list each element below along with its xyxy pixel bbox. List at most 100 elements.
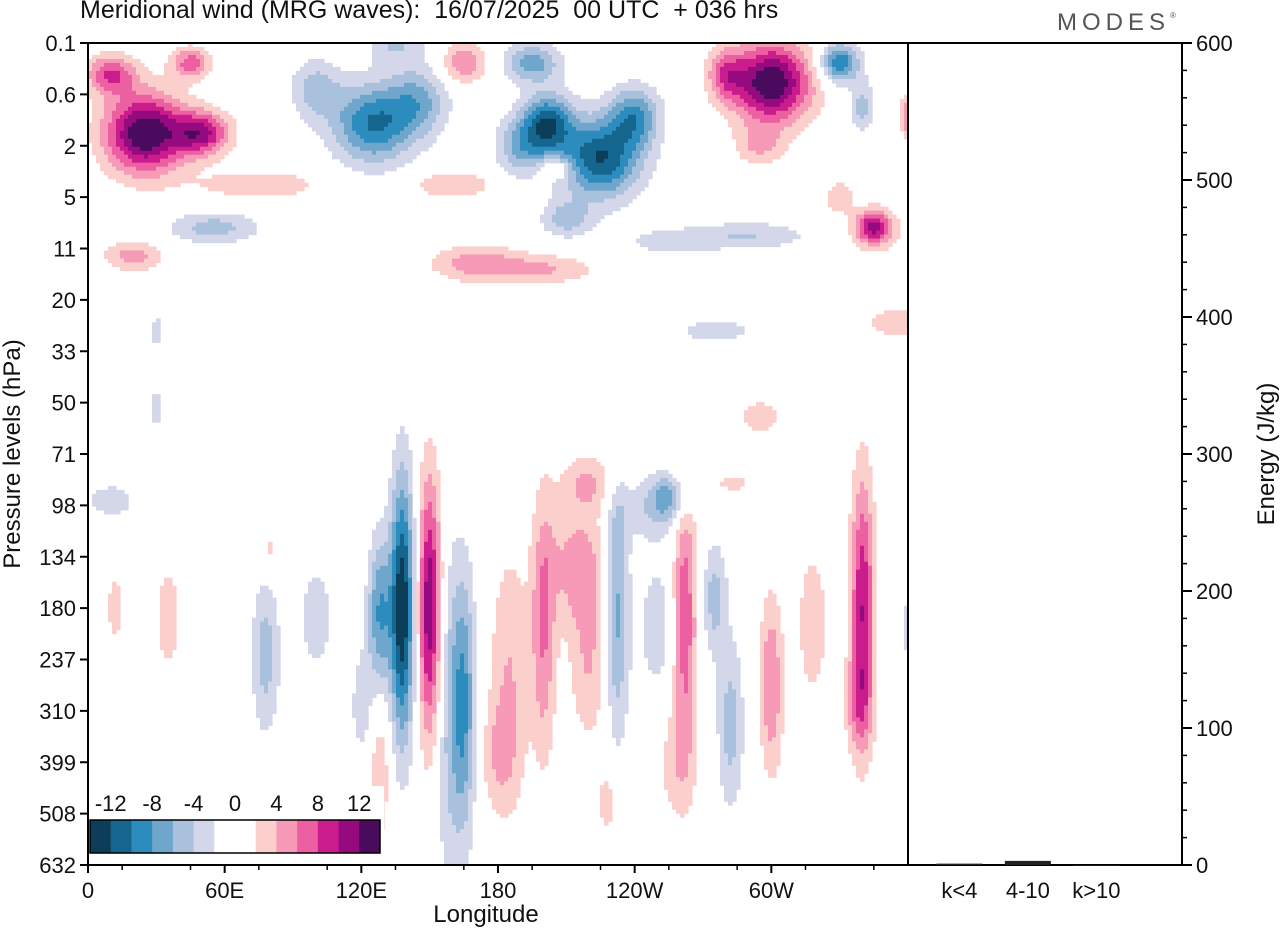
contour-cell xyxy=(836,78,841,84)
contour-cell xyxy=(144,106,149,112)
contour-cell xyxy=(448,178,453,184)
contour-cell xyxy=(620,178,625,184)
contour-cell xyxy=(676,238,681,244)
contour-cell xyxy=(360,166,365,172)
contour-cell xyxy=(796,90,801,96)
contour-cell xyxy=(368,110,373,116)
contour-cell xyxy=(172,142,177,148)
contour-cell xyxy=(416,82,421,88)
contour-cell xyxy=(192,142,197,148)
contour-cell xyxy=(748,222,753,228)
contour-cell xyxy=(540,146,545,152)
contour-cell xyxy=(440,178,445,184)
contour-cell xyxy=(848,222,853,228)
contour-cell xyxy=(420,82,425,88)
contour-cell xyxy=(548,258,553,264)
contour-cell xyxy=(588,98,593,104)
contour-cell xyxy=(644,162,649,168)
contour-cell xyxy=(540,138,545,144)
contour-cell xyxy=(364,94,369,100)
contour-cell xyxy=(116,74,121,80)
contour-cell xyxy=(552,78,557,84)
contour-cell xyxy=(592,166,597,172)
contour-cell xyxy=(560,118,565,124)
contour-cell xyxy=(800,102,805,108)
contour-cell xyxy=(336,86,341,92)
contour-cell xyxy=(544,78,549,84)
contour-cell xyxy=(788,238,793,244)
contour-cell xyxy=(536,162,541,168)
contour-cell xyxy=(340,74,345,80)
contour-cell xyxy=(344,94,349,100)
contour-cell xyxy=(388,43,393,48)
contour-cell xyxy=(516,66,521,72)
contour-cell xyxy=(404,58,409,64)
contour-cell xyxy=(628,138,633,144)
contour-cell xyxy=(536,94,541,100)
contour-cell xyxy=(528,174,533,180)
contour-cell xyxy=(788,70,793,76)
contour-cell xyxy=(200,102,205,108)
contour-cell xyxy=(568,202,573,208)
contour-cell xyxy=(192,106,197,112)
contour-cell xyxy=(416,138,421,144)
contour-cell xyxy=(496,138,501,144)
contour-cell xyxy=(636,174,641,180)
contour-cell xyxy=(456,70,461,76)
contour-cell xyxy=(616,170,621,176)
contour-cell xyxy=(664,234,669,240)
contour-cell xyxy=(776,86,781,92)
contour-cell xyxy=(520,262,525,268)
contour-cell xyxy=(612,138,617,144)
contour-cell xyxy=(192,58,197,64)
contour-cell xyxy=(332,94,337,100)
contour-cell xyxy=(748,62,753,68)
contour-cell xyxy=(644,102,649,108)
contour-cell xyxy=(544,74,549,80)
contour-cell xyxy=(164,94,169,100)
contour-cell xyxy=(248,178,253,184)
contour-cell xyxy=(196,54,201,60)
contour-cell xyxy=(776,66,781,72)
contour-cell xyxy=(376,138,381,144)
contour-cell xyxy=(348,162,353,168)
contour-cell xyxy=(808,106,813,112)
contour-cell xyxy=(88,90,93,96)
contour-cell xyxy=(852,218,857,224)
contour-cell xyxy=(864,206,869,212)
contour-cell xyxy=(756,158,761,164)
contour-cell xyxy=(628,182,633,188)
contour-cell xyxy=(364,122,369,128)
contour-cell xyxy=(188,74,193,80)
contour-cell xyxy=(132,142,137,148)
contour-cell xyxy=(100,138,105,144)
contour-cell xyxy=(844,74,849,80)
contour-cell xyxy=(740,114,745,120)
contour-cell xyxy=(756,238,761,244)
contour-cell xyxy=(336,110,341,116)
contour-cell xyxy=(620,138,625,144)
contour-cell xyxy=(760,158,765,164)
contour-cell xyxy=(332,150,337,156)
contour-cell xyxy=(740,230,745,236)
contour-cell xyxy=(180,114,185,120)
contour-cell xyxy=(652,138,657,144)
contour-cell xyxy=(156,98,161,104)
contour-cell xyxy=(852,226,857,232)
contour-cell xyxy=(616,166,621,172)
contour-cell xyxy=(168,150,173,156)
contour-cell xyxy=(800,46,805,52)
contour-cell xyxy=(872,210,877,216)
contour-cell xyxy=(340,122,345,128)
contour-cell xyxy=(720,78,725,84)
contour-cell xyxy=(868,86,873,92)
contour-cell xyxy=(236,218,241,224)
contour-cell xyxy=(588,142,593,148)
contour-cell xyxy=(112,58,117,64)
contour-cell xyxy=(712,226,717,232)
contour-cell xyxy=(736,58,741,64)
contour-cell xyxy=(112,70,117,76)
contour-cell xyxy=(608,186,613,192)
contour-cell xyxy=(752,90,757,96)
contour-cell xyxy=(352,154,357,160)
